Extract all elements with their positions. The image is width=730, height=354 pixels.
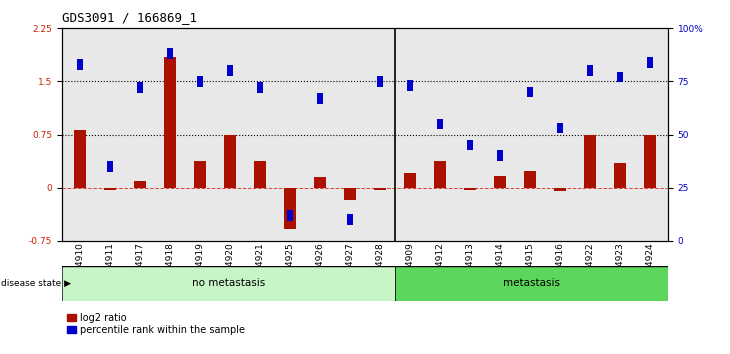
Bar bbox=[137, 82, 143, 93]
Bar bbox=[464, 188, 476, 190]
Text: no metastasis: no metastasis bbox=[192, 278, 265, 288]
Bar bbox=[134, 181, 146, 188]
Bar bbox=[437, 119, 443, 129]
Bar bbox=[526, 87, 534, 97]
Bar bbox=[554, 188, 566, 191]
Bar bbox=[524, 171, 536, 188]
Bar bbox=[194, 161, 206, 188]
Bar bbox=[345, 188, 356, 200]
Bar bbox=[557, 123, 564, 133]
Text: disease state ▶: disease state ▶ bbox=[1, 279, 72, 288]
Bar bbox=[374, 188, 385, 190]
Bar bbox=[395, 266, 668, 301]
Bar bbox=[284, 188, 296, 229]
Bar bbox=[377, 76, 383, 87]
Bar bbox=[107, 161, 113, 172]
Legend: log2 ratio, percentile rank within the sample: log2 ratio, percentile rank within the s… bbox=[67, 313, 245, 335]
Bar bbox=[164, 57, 176, 188]
Bar bbox=[317, 93, 323, 104]
Bar bbox=[496, 150, 503, 161]
Bar bbox=[617, 72, 623, 82]
Text: metastasis: metastasis bbox=[503, 278, 560, 288]
Bar bbox=[166, 48, 173, 59]
Bar bbox=[587, 65, 593, 76]
Bar bbox=[224, 135, 236, 188]
Bar bbox=[434, 161, 446, 188]
Bar bbox=[104, 188, 116, 190]
Bar bbox=[254, 161, 266, 188]
Bar bbox=[227, 65, 234, 76]
Bar bbox=[407, 80, 413, 91]
Bar bbox=[77, 59, 83, 70]
Bar bbox=[466, 140, 473, 150]
Bar bbox=[404, 173, 415, 188]
Bar bbox=[584, 135, 596, 188]
Bar bbox=[315, 177, 326, 188]
Bar bbox=[645, 135, 656, 188]
Bar bbox=[494, 176, 506, 188]
Bar bbox=[196, 76, 204, 87]
Bar bbox=[347, 214, 353, 225]
Bar bbox=[62, 266, 395, 301]
Text: GDS3091 / 166869_1: GDS3091 / 166869_1 bbox=[62, 11, 197, 24]
Bar bbox=[614, 163, 626, 188]
Bar bbox=[287, 210, 293, 221]
Bar bbox=[74, 130, 85, 188]
Bar bbox=[647, 57, 653, 68]
Bar bbox=[257, 82, 264, 93]
